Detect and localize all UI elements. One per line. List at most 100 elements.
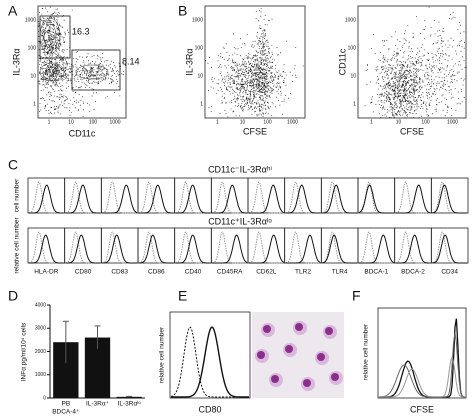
histogram (102, 231, 137, 264)
tick-label: 1000 (287, 119, 298, 125)
tick-label: 10 (240, 119, 246, 125)
histogram (212, 181, 247, 214)
scatter-dots (38, 6, 73, 85)
category-label: IL-3Rα⁺ (86, 401, 110, 408)
marker-label: HLA-DR (34, 269, 59, 276)
scatter-dots (393, 6, 467, 118)
histogram (171, 326, 249, 398)
panel-letter: E (178, 288, 187, 304)
histogram-frame (174, 177, 212, 214)
histogram-frame (100, 227, 139, 264)
tick-label: 1 (33, 101, 36, 107)
histogram (249, 184, 284, 214)
histogram-frame (284, 177, 322, 214)
tick-label: 100 (195, 45, 204, 51)
histogram (212, 184, 247, 214)
marker-label: BDCA-1 (364, 269, 388, 276)
scatter-dots (252, 8, 274, 117)
histogram (29, 234, 64, 264)
scatter-dots (364, 25, 453, 119)
axis-label: CD11c (69, 128, 96, 138)
contour (39, 17, 61, 55)
row-title: CD11c⁺IL-3Rαˡᵒ (208, 216, 272, 226)
histogram (248, 231, 284, 264)
gate (39, 15, 71, 59)
category-label: PB (61, 401, 70, 408)
histogram-frame (174, 227, 212, 264)
tick-label: 2000 (35, 349, 46, 355)
axis-label: CD80 (198, 404, 221, 414)
histogram (432, 234, 467, 264)
bar (116, 396, 142, 398)
histogram (175, 231, 211, 264)
contour (39, 62, 65, 82)
tick-label: 100 (89, 119, 98, 125)
tick-label: 100 (28, 45, 37, 51)
tick-label: 10 (396, 119, 402, 125)
cell-nucleus (271, 375, 279, 383)
tick-label: 100 (421, 119, 430, 125)
histogram (175, 234, 211, 264)
histogram (395, 231, 431, 264)
cell-nucleus (303, 379, 311, 387)
histogram-frame (210, 177, 249, 214)
histogram (175, 184, 211, 214)
axis-label: IL-3Rα (11, 48, 21, 75)
tick-label: 10 (350, 73, 356, 79)
category-label: IL-3Rαˡᵒ (118, 401, 142, 408)
tick-label: 1000 (345, 17, 356, 23)
scatter-dots (42, 49, 126, 90)
axis-label: relative cell number (363, 323, 370, 380)
axis-label: CD11c (337, 48, 347, 75)
contour (44, 66, 60, 78)
scatter-dots (39, 74, 121, 117)
histogram (379, 355, 465, 398)
histogram (358, 231, 394, 264)
marker-label: CD86 (148, 269, 165, 276)
histogram (29, 184, 64, 214)
tick-label: 1000 (192, 17, 203, 23)
histogram (102, 184, 138, 214)
histogram (432, 231, 467, 264)
axis-label: CFSE (410, 404, 434, 414)
tick-label: 100 (348, 45, 357, 51)
marker-label: CD62L (256, 269, 277, 276)
marker-label: CD80 (75, 269, 92, 276)
marker-label: CD45RA (217, 269, 243, 276)
plot-frame (204, 5, 306, 119)
scatter-dots (205, 33, 304, 118)
histogram (248, 181, 284, 214)
tick-label: 1 (48, 119, 51, 125)
tick-label: 4000 (35, 302, 46, 308)
marker-label: CD40 (185, 269, 202, 276)
histogram-frame (394, 227, 432, 264)
axis-label: cell number (14, 178, 21, 212)
histogram-frame (27, 177, 66, 214)
tick-label: 1000 (35, 372, 46, 378)
tick-label: 1000 (109, 119, 120, 125)
histogram-frame (430, 177, 469, 214)
histogram (138, 231, 174, 264)
histogram-frame (64, 227, 102, 264)
tick-label: 0 (43, 395, 46, 401)
tick-label: 1 (353, 101, 356, 107)
histogram (102, 181, 137, 214)
tick-label: 1000 (25, 17, 36, 23)
gate-label: 16.3 (72, 26, 90, 36)
histogram (379, 318, 466, 398)
row-title: CD11c⁻IL-3Rαʰⁱ (208, 164, 272, 174)
histogram (359, 234, 394, 264)
histogram-frame (27, 227, 66, 264)
histogram (285, 184, 321, 214)
histogram (395, 184, 431, 214)
histogram (28, 231, 64, 264)
category-label: BDCA-4⁺ (52, 409, 80, 416)
marker-label: BDCA-2 (401, 269, 425, 276)
cell-nucleus (331, 373, 339, 381)
histogram (379, 332, 466, 398)
panel-letter: C (8, 157, 18, 173)
cell-nucleus (295, 323, 303, 331)
marker-label: CD34 (441, 269, 458, 276)
tick-label: 1 (216, 119, 219, 125)
